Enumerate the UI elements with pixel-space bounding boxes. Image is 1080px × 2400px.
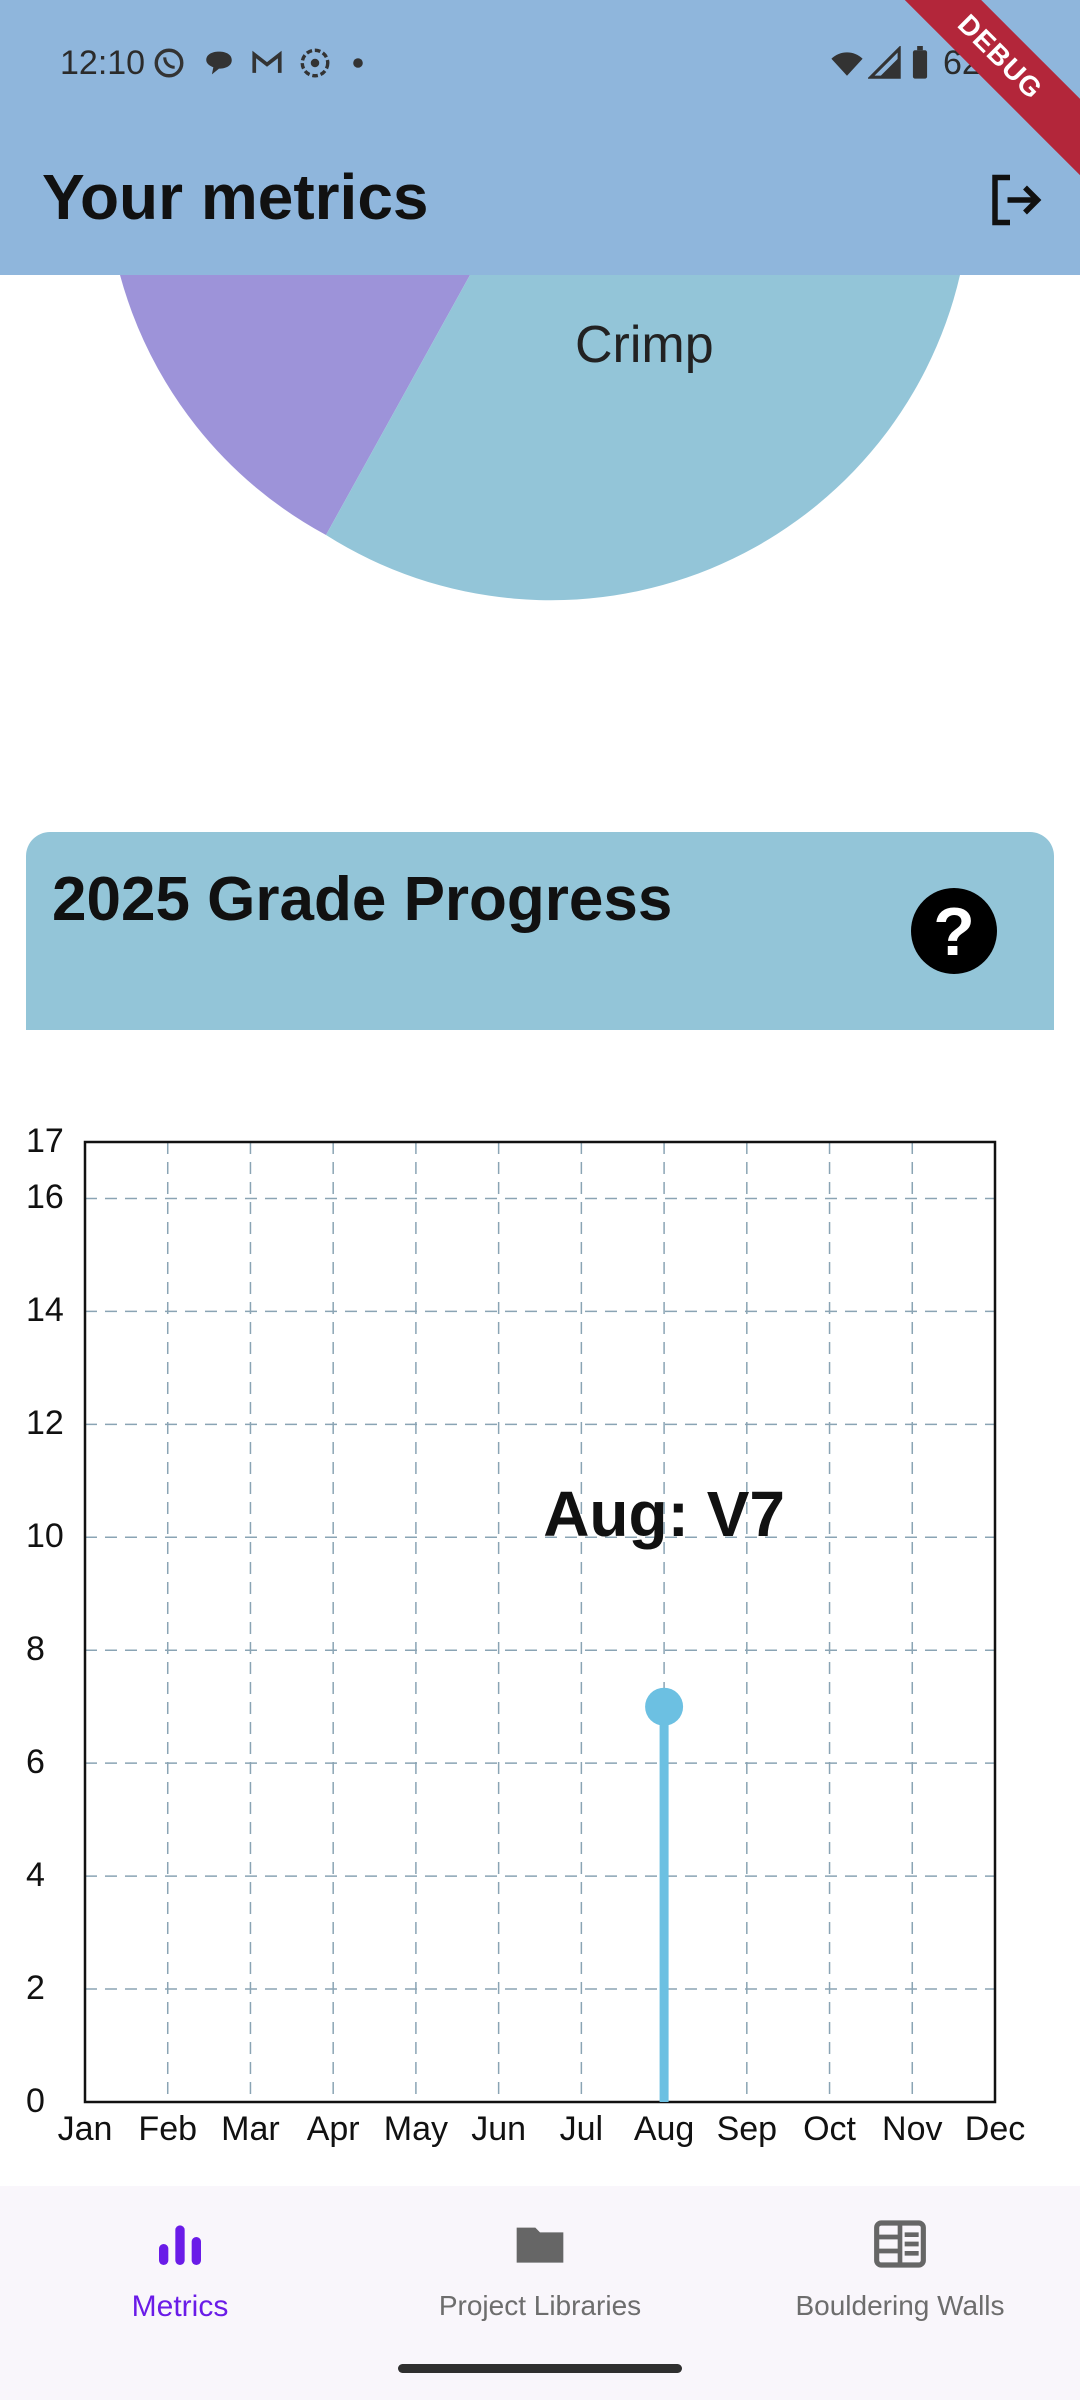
y-tick-label: 17 — [26, 1122, 64, 1160]
y-tick-label: 8 — [26, 1630, 45, 1669]
bar-chart-icon — [159, 2225, 201, 2265]
grade-progress-card: 2025 Grade Progress ? — [26, 832, 1054, 1030]
gmail-icon — [252, 50, 282, 73]
card-title: 2025 Grade Progress — [52, 865, 673, 934]
nav-item-bouldering-walls[interactable]: Bouldering Walls — [720, 2216, 1080, 2322]
pie-label-crimp: Crimp — [575, 316, 714, 374]
y-tick-label: 14 — [26, 1291, 64, 1330]
nav-label-metrics: Metrics — [131, 2290, 229, 2323]
data-point — [645, 1687, 684, 1726]
y-tick-label: 0 — [26, 2082, 45, 2120]
x-tick-label: Oct — [803, 2110, 856, 2148]
nav-item-metrics[interactable]: Metrics — [0, 2216, 360, 2324]
x-tick-label: Jan — [57, 2110, 113, 2148]
pie-slice-blue — [326, 275, 960, 601]
x-tick-label: Sep — [716, 2110, 778, 2148]
pie-chart — [120, 275, 960, 601]
x-tick-label: Aug — [633, 2110, 695, 2148]
y-tick-label: 12 — [26, 1404, 64, 1443]
y-tick-label: 10 — [26, 1517, 64, 1556]
nav-item-project-libraries[interactable]: Project Libraries — [360, 2216, 720, 2322]
page-title: Your metrics — [42, 161, 429, 233]
dot-icon — [353, 58, 363, 68]
nav-label-project-libraries: Project Libraries — [438, 2290, 642, 2321]
x-tick-label: Jul — [559, 2110, 604, 2148]
nav-label-bouldering-walls: Bouldering Walls — [795, 2290, 1005, 2321]
y-tick-label: 6 — [26, 1743, 45, 1782]
status-bar: 12:10 62% — [0, 0, 1080, 130]
wifi-icon — [831, 52, 863, 76]
x-tick-label: Jun — [471, 2110, 527, 2148]
x-tick-label: Dec — [964, 2110, 1026, 2148]
whatsapp-icon — [154, 48, 184, 78]
battery-icon — [912, 46, 928, 79]
grade-progress-chart: 0 2 4 6 8 10 12 14 16 17 Jan Feb Mar Apr May Jun Jul Aug S… — [0, 1110, 1080, 2170]
signal-icon — [868, 46, 901, 79]
x-tick-label: Apr — [306, 2110, 360, 2148]
home-indicator — [398, 2364, 682, 2373]
status-time: 12:10 — [60, 44, 146, 82]
pie-slice-purple — [120, 275, 470, 535]
wall-grid-icon — [874, 2220, 926, 2268]
chart-annotation: Aug: V7 — [543, 1477, 785, 1550]
y-tick-label: 2 — [26, 1969, 45, 2008]
folder-icon — [516, 2227, 564, 2263]
y-tick-label: 16 — [26, 1178, 64, 1217]
x-tick-label: Nov — [882, 2110, 943, 2148]
x-tick-label: May — [383, 2110, 449, 2148]
aperture-icon — [300, 48, 330, 78]
app-bar: 12:10 62% Your metrics — [0, 0, 1080, 275]
x-tick-label: Mar — [221, 2110, 280, 2148]
x-tick-label: Feb — [138, 2110, 198, 2148]
chat-bubble-icon — [206, 51, 232, 75]
y-tick-label: 4 — [26, 1856, 45, 1895]
plot-frame — [83, 1140, 997, 2104]
logout-icon[interactable] — [985, 170, 1045, 230]
question-icon[interactable]: ? — [911, 888, 997, 974]
chart-plot — [83, 1140, 997, 2104]
